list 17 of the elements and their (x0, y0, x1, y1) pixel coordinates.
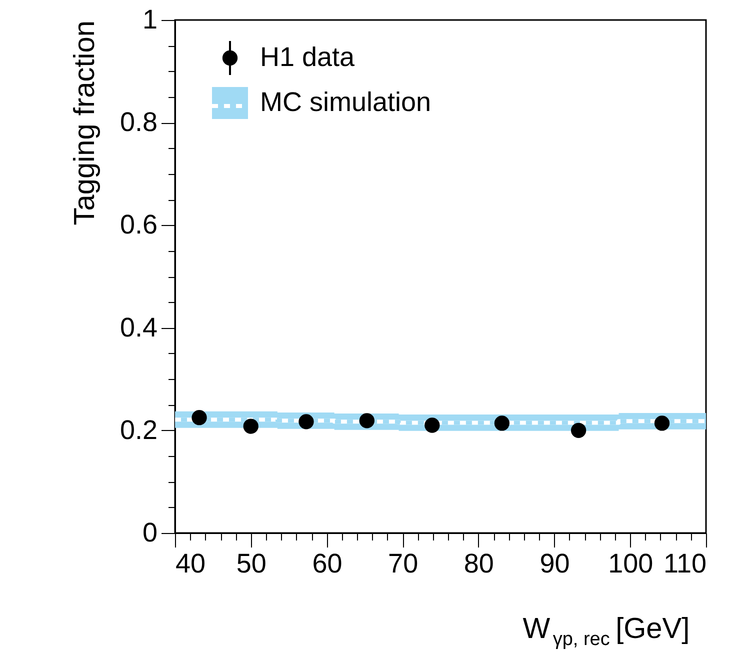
x-tick-label: 40 (176, 548, 206, 578)
y-tick-label: 0.6 (120, 210, 158, 240)
x-tick-label: 110 (663, 548, 706, 578)
y-tick-label: 0.2 (120, 414, 158, 445)
x-tick-label: 80 (464, 548, 494, 578)
y-tick-label: 0.8 (120, 107, 158, 138)
y-tick-label: 1 (142, 4, 158, 34)
legend-label: MC simulation (260, 87, 432, 117)
x-tick-label: 90 (540, 548, 570, 578)
x-tick-label: 60 (312, 548, 342, 578)
y-axis-title: Tagging fraction (68, 20, 101, 226)
x-tick-label: 70 (388, 548, 418, 578)
y-tick-label: 0 (142, 518, 158, 548)
y-tick-label: 0.4 (120, 312, 158, 342)
x-tick-label: 100 (608, 548, 654, 578)
x-tick-label: 50 (236, 548, 266, 578)
legend-label: H1 data (260, 42, 356, 72)
